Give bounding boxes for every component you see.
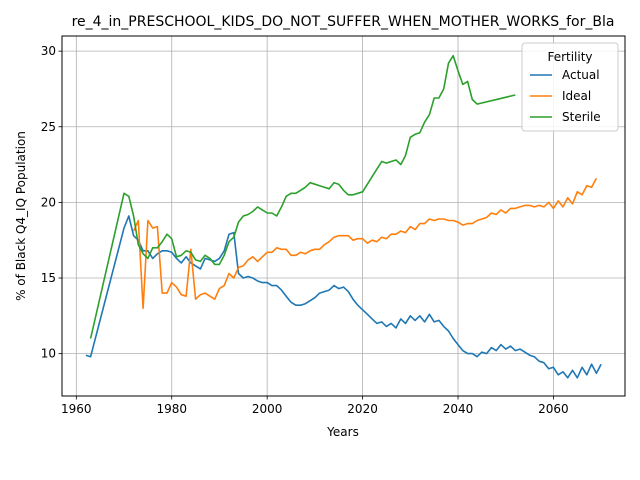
axis-ticks: 1960 1980 2000 2020 2040 2060 10 15 20 25 30 — [41, 44, 569, 416]
y-tick-label: 20 — [41, 195, 56, 209]
y-tick-label: 30 — [41, 44, 56, 58]
series-line-ideal — [132, 177, 598, 310]
x-tick-label: 1960 — [61, 402, 92, 416]
series-line-sterile — [89, 54, 516, 339]
legend-entries: Actual Ideal Sterile — [530, 68, 601, 124]
series-lines — [85, 54, 602, 379]
chart-title: re_4_in_PRESCHOOL_KIDS_DO_NOT_SUFFER_WHE… — [72, 14, 615, 30]
legend-label-actual: Actual — [562, 68, 600, 82]
legend-label-sterile: Sterile — [562, 110, 601, 124]
legend-title: Fertility — [547, 50, 592, 64]
legend-box — [521, 42, 619, 132]
x-tick-label: 2000 — [252, 402, 283, 416]
x-axis-title: Years — [326, 425, 359, 439]
x-tick-label: 1980 — [156, 402, 187, 416]
y-tick-label: 25 — [41, 120, 56, 134]
x-tick-label: 2040 — [443, 402, 474, 416]
legend-label-ideal: Ideal — [562, 89, 591, 103]
plot-frame — [61, 35, 626, 397]
y-axis-title: % of Black Q4_IQ Population — [14, 131, 28, 301]
x-tick-label: 2020 — [347, 402, 378, 416]
y-tick-label: 15 — [41, 271, 56, 285]
x-tick-label: 2060 — [538, 402, 569, 416]
y-tick-label: 10 — [41, 347, 56, 361]
legend: Fertility Actual Ideal Sterile — [521, 42, 619, 132]
series-line-actual — [85, 215, 602, 379]
